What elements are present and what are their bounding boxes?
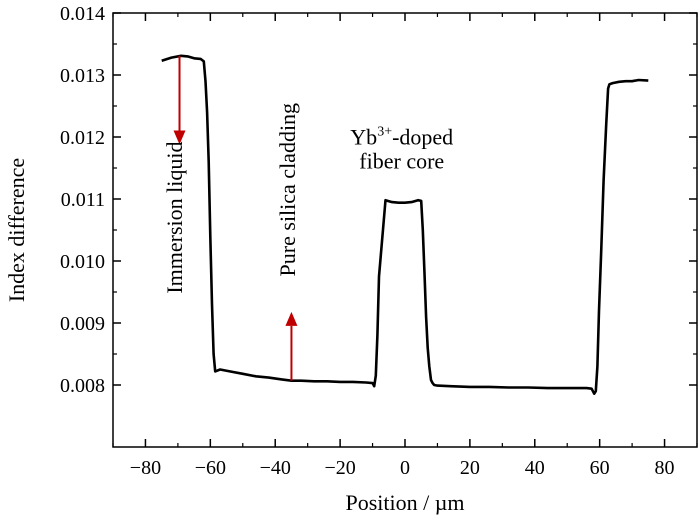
x-tick-label: 80 — [655, 457, 675, 479]
y-tick-label: 0.009 — [60, 313, 105, 335]
axis-ticks: −80 −60 −40 −20 0 20 40 60 80 0.008 0.009 0.010 0.01… — [60, 3, 698, 479]
yb-doped-label: Yb3+-doped — [350, 124, 453, 149]
y-axis-label: Index difference — [4, 158, 29, 302]
x-tick-label: −40 — [260, 457, 291, 479]
y-tick-label: 0.008 — [60, 375, 105, 397]
cladding-arrow-head — [285, 311, 298, 326]
x-tick-label: 0 — [400, 457, 410, 479]
immersion-arrow-head — [173, 130, 186, 145]
plot-area — [112, 12, 698, 448]
yb-doped-rest: -doped — [392, 124, 453, 149]
y-tick-label: 0.013 — [60, 65, 105, 87]
x-tick-label: −80 — [130, 457, 161, 479]
fiber-core-label: fiber core — [359, 149, 444, 174]
y-tick-label: 0.014 — [60, 3, 105, 25]
y-tick-label: 0.011 — [61, 189, 105, 211]
pure-silica-cladding-label: Pure silica cladding — [275, 103, 300, 277]
x-tick-label: −60 — [195, 457, 226, 479]
x-tick-label: −20 — [324, 457, 355, 479]
immersion-liquid-label: Immersion liquid — [162, 142, 187, 294]
x-tick-label: 20 — [460, 457, 480, 479]
plot-frame — [112, 12, 698, 448]
yb-doped-superscript: 3+ — [377, 124, 392, 139]
y-tick-label: 0.012 — [60, 127, 105, 149]
x-axis-label: Position / µm — [345, 490, 464, 515]
x-tick-label: 60 — [590, 457, 610, 479]
yb-doped-base: Yb — [350, 124, 377, 149]
y-tick-label: 0.010 — [60, 251, 105, 273]
x-tick-label: 40 — [525, 457, 545, 479]
index-profile-line — [161, 54, 649, 395]
